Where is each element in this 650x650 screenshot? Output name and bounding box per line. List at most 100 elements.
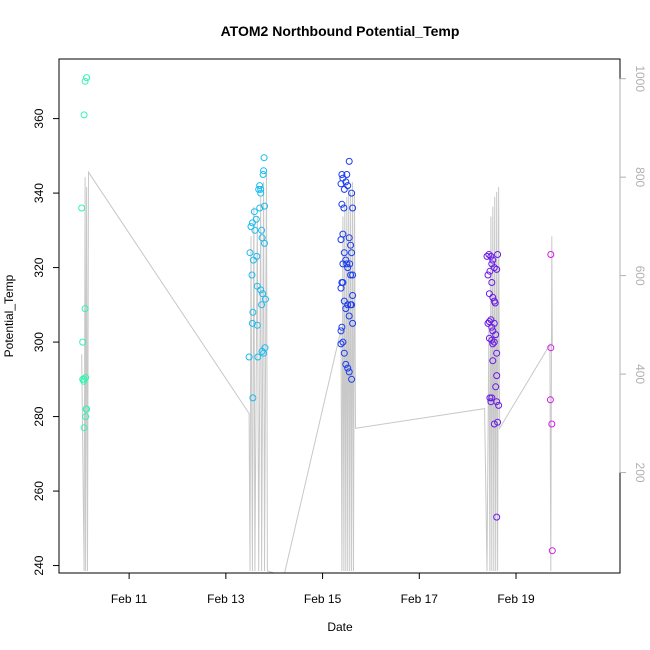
data-point xyxy=(348,375,356,383)
data-point xyxy=(483,252,491,260)
data-point xyxy=(487,252,495,260)
depth-track-line xyxy=(81,170,553,573)
data-point xyxy=(493,265,501,273)
y-axis-label: Potential_Temp xyxy=(2,274,16,357)
x-tick-label: Feb 15 xyxy=(304,592,342,606)
data-point xyxy=(348,301,356,309)
data-point xyxy=(340,185,348,193)
data-point xyxy=(258,301,266,309)
data-point xyxy=(495,401,503,409)
x-tick-label: Feb 19 xyxy=(497,592,535,606)
data-point xyxy=(547,251,555,258)
data-point xyxy=(248,219,256,227)
data-point xyxy=(345,234,353,242)
data-point xyxy=(489,357,497,365)
data-point xyxy=(342,178,350,186)
y-tick-label: 240 xyxy=(32,555,46,575)
data-point xyxy=(78,204,86,212)
data-point xyxy=(259,290,267,298)
data-point xyxy=(486,394,494,402)
y-tick-label: 360 xyxy=(32,108,46,128)
data-point xyxy=(261,202,268,210)
data-point xyxy=(490,319,498,327)
data-point xyxy=(253,321,261,329)
data-point xyxy=(82,413,90,421)
data-point xyxy=(343,260,351,268)
data-point xyxy=(256,204,264,212)
depth-tick-label: 600 xyxy=(633,266,647,286)
data-point xyxy=(250,208,258,216)
depth-tick-label: 1000 xyxy=(633,65,647,92)
data-point xyxy=(252,215,260,223)
data-point xyxy=(80,424,88,432)
data-point xyxy=(342,256,350,264)
data-point xyxy=(257,185,265,193)
data-point xyxy=(547,344,555,352)
data-point xyxy=(494,418,502,426)
data-point xyxy=(349,204,357,212)
depth-tick-label: 200 xyxy=(633,463,647,483)
data-point xyxy=(80,377,88,385)
data-point xyxy=(340,204,348,212)
data-point xyxy=(337,284,345,292)
data-point xyxy=(260,167,268,175)
x-tick-label: Feb 11 xyxy=(111,592,148,606)
data-point xyxy=(81,305,89,313)
data-point xyxy=(345,312,353,320)
y-tick-label: 320 xyxy=(32,257,46,277)
data-point xyxy=(259,171,267,178)
data-point xyxy=(83,74,91,82)
data-point xyxy=(486,267,494,275)
data-point xyxy=(349,271,357,279)
data-point xyxy=(337,327,345,335)
data-point xyxy=(344,264,352,272)
data-point xyxy=(489,256,497,264)
data-point xyxy=(337,340,345,348)
data-point xyxy=(258,347,266,355)
data-point xyxy=(345,368,353,376)
data-point xyxy=(492,331,500,339)
data-point xyxy=(82,374,90,381)
data-point xyxy=(493,513,501,521)
data-point xyxy=(548,547,556,555)
data-point xyxy=(247,223,255,231)
data-point xyxy=(342,360,350,368)
data-point xyxy=(338,200,346,208)
data-point xyxy=(246,249,254,257)
data-point xyxy=(253,252,261,260)
data-point xyxy=(339,338,347,346)
y-tick-label: 340 xyxy=(32,183,46,203)
data-point xyxy=(338,323,346,331)
data-point xyxy=(344,182,352,190)
data-point xyxy=(251,226,259,234)
data-point xyxy=(249,308,257,316)
data-point xyxy=(493,349,501,357)
data-point xyxy=(348,249,356,257)
depth-tick-label: 800 xyxy=(633,167,647,187)
data-point xyxy=(548,420,556,428)
data-point xyxy=(490,420,498,428)
data-point xyxy=(257,189,265,197)
chart-title: ATOM2 Northbound Potential_Temp xyxy=(221,23,460,39)
data-point xyxy=(81,77,89,85)
data-point xyxy=(345,157,353,165)
y-axis-left: 240 260 280 300 320 340 360 xyxy=(32,108,60,576)
data-point xyxy=(347,271,355,279)
data-point xyxy=(342,305,350,313)
y-tick-label: 300 xyxy=(32,332,46,352)
plot-frame xyxy=(58,58,621,574)
depth-track-layer xyxy=(81,170,553,573)
data-point xyxy=(338,171,346,178)
data-point xyxy=(489,340,497,348)
data-point xyxy=(248,271,256,279)
data-point xyxy=(258,226,266,234)
data-point xyxy=(347,241,355,249)
data-point xyxy=(492,383,500,391)
data-point xyxy=(249,394,257,402)
data-point xyxy=(490,338,498,346)
data-point xyxy=(344,364,352,372)
y-axis-right-depth: 200 400 600 800 1000 xyxy=(619,65,647,483)
y-tick-label: 280 xyxy=(32,406,46,426)
data-point xyxy=(254,353,262,361)
